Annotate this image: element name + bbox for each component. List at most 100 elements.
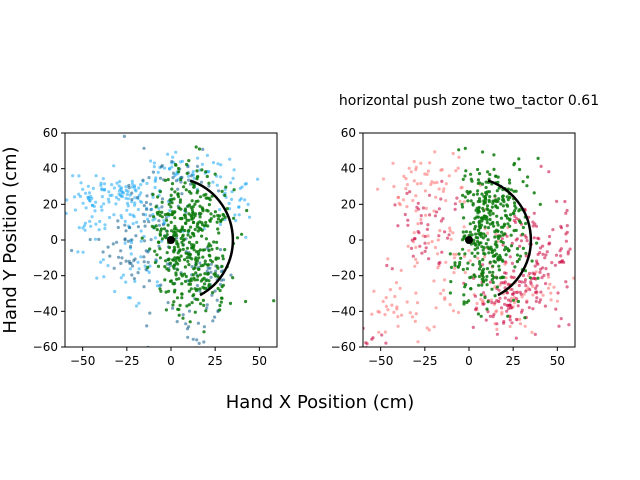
data-point — [432, 181, 436, 185]
x-tick-label: 0 — [167, 354, 175, 368]
data-point — [209, 217, 213, 221]
data-point — [124, 229, 128, 233]
data-point — [484, 242, 488, 246]
data-point — [170, 159, 174, 164]
data-point — [509, 244, 514, 248]
data-point — [195, 175, 199, 179]
data-point — [178, 303, 182, 307]
data-point — [451, 309, 456, 313]
data-point — [157, 223, 161, 227]
data-point — [463, 195, 467, 199]
data-point — [495, 245, 499, 249]
data-point — [461, 247, 465, 251]
data-point — [90, 196, 94, 200]
data-point — [215, 246, 219, 250]
data-point — [168, 198, 172, 202]
data-point — [160, 197, 165, 201]
data-point — [492, 312, 496, 317]
data-point — [243, 198, 247, 202]
data-point — [142, 260, 146, 264]
data-point — [494, 310, 498, 314]
data-point — [481, 150, 485, 154]
data-point — [190, 208, 194, 212]
data-point — [112, 186, 116, 190]
data-point — [463, 252, 467, 256]
data-point — [211, 319, 215, 323]
data-point — [472, 220, 476, 225]
data-point — [449, 280, 453, 284]
data-point — [518, 254, 523, 258]
data-point — [137, 301, 141, 305]
data-point — [427, 328, 431, 332]
data-point — [513, 214, 517, 218]
data-point — [129, 261, 133, 265]
data-point — [175, 240, 179, 244]
data-point — [509, 296, 513, 300]
data-point — [156, 264, 161, 268]
data-point — [392, 310, 396, 314]
data-point — [525, 300, 529, 304]
data-point — [462, 254, 467, 258]
data-point — [488, 280, 493, 284]
data-point — [463, 270, 467, 275]
data-point — [458, 260, 462, 265]
data-point — [65, 198, 69, 202]
data-point — [500, 237, 504, 241]
data-point — [358, 329, 361, 332]
data-point — [116, 219, 120, 223]
data-point — [509, 306, 513, 310]
data-point — [415, 301, 420, 305]
data-point — [136, 271, 140, 275]
data-point — [436, 252, 440, 256]
data-point — [180, 192, 184, 196]
data-point — [198, 287, 202, 291]
data-point — [559, 317, 563, 321]
data-point — [504, 213, 508, 218]
data-point — [476, 189, 480, 193]
data-point — [106, 264, 110, 268]
data-point — [153, 236, 157, 240]
data-point — [427, 257, 431, 261]
data-point — [182, 272, 187, 276]
data-point — [506, 291, 510, 295]
data-point — [164, 216, 168, 220]
data-point — [185, 218, 189, 222]
data-point — [229, 197, 234, 201]
data-point — [464, 169, 468, 173]
data-point — [439, 292, 443, 296]
data-point — [508, 195, 512, 200]
data-point — [423, 189, 427, 193]
data-point — [543, 304, 548, 308]
data-point — [425, 326, 429, 330]
data-point — [473, 247, 477, 251]
data-point — [492, 153, 496, 157]
data-point — [140, 236, 144, 240]
data-point — [525, 239, 529, 243]
data-point — [521, 246, 526, 250]
data-point — [491, 201, 495, 205]
data-point — [112, 213, 116, 217]
data-point — [381, 299, 385, 304]
data-point — [508, 255, 512, 259]
data-point — [514, 297, 519, 301]
data-point — [142, 219, 146, 224]
data-point — [462, 293, 466, 297]
data-point — [516, 304, 520, 308]
data-point — [193, 278, 197, 282]
data-point — [441, 189, 445, 193]
data-point — [510, 261, 514, 265]
x-tick-label: −25 — [114, 354, 139, 368]
data-point — [355, 323, 358, 326]
data-point — [124, 185, 128, 189]
data-point — [191, 205, 195, 209]
data-point — [256, 177, 260, 181]
data-point — [177, 313, 181, 317]
data-point — [176, 256, 180, 260]
data-point — [204, 196, 208, 200]
data-point — [408, 190, 412, 194]
data-point — [482, 195, 486, 199]
data-point — [130, 264, 135, 268]
data-point — [517, 209, 521, 213]
data-point — [424, 213, 428, 217]
x-tick-label: −50 — [70, 354, 95, 368]
